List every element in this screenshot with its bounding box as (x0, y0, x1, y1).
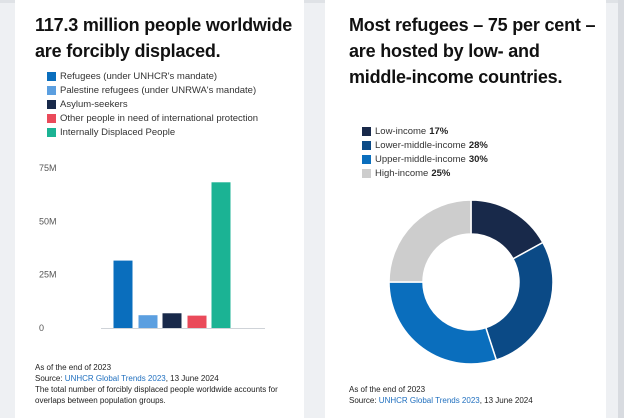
legend-item-high-income: High-income 25% (362, 166, 488, 180)
legend-swatch (362, 140, 371, 150)
legend-label: Lower-middle-income (375, 139, 466, 151)
source-link[interactable]: UNHCR Global Trends 2023 (378, 396, 480, 405)
bar-internally-displaced-people[interactable] (211, 182, 231, 328)
legend-label: Palestine refugees (under UNRWA's mandat… (60, 84, 257, 96)
donut-slice-high-income[interactable] (388, 199, 472, 283)
displacement-card: 117.3 million people worldwide are forci… (15, 0, 304, 418)
legend-item-lower-middle-income: Lower-middle-income 28% (362, 138, 488, 152)
legend-swatch (362, 168, 371, 178)
host-countries-donut-chart (388, 199, 554, 365)
bar-other-people-in-need-of-international-protection[interactable] (187, 315, 207, 328)
legend-label: Upper-middle-income (375, 153, 466, 165)
y-tick-label: 50M (39, 216, 57, 226)
legend-label: Asylum-seekers (60, 98, 128, 110)
legend-swatch (47, 85, 56, 95)
donut-slice-lower-middle-income[interactable] (484, 241, 554, 361)
footer-source: Source: UNHCR Global Trends 2023, 13 Jun… (349, 395, 603, 406)
displacement-card-footer: As of the end of 2023 Source: UNHCR Glob… (35, 362, 297, 406)
legend-swatch (362, 126, 371, 136)
footer-note: The total number of forcibly displaced p… (35, 385, 278, 405)
legend-swatch (47, 113, 56, 123)
host-countries-card-title: Most refugees – 75 per cent – are hosted… (349, 15, 596, 87)
legend-value: 17% (429, 125, 449, 137)
source-prefix: Source: (349, 396, 379, 405)
scrollbar-track[interactable] (618, 0, 624, 418)
legend-item-low-income: Low-income 17% (362, 124, 488, 138)
legend-swatch (47, 127, 56, 137)
legend-value: 30% (468, 153, 488, 165)
legend-swatch (47, 99, 56, 109)
donut-chart-legend: Low-income 17% Lower-middle-income 28% Upper… (362, 124, 488, 180)
legend-value: 28% (468, 139, 488, 151)
footer-source: Source: UNHCR Global Trends 2023, 13 Jun… (35, 373, 297, 384)
legend-item-palestine-refugees-under-unrwa-s-mandate: Palestine refugees (under UNRWA's mandat… (47, 83, 258, 97)
legend-label: Internally Displaced People (60, 126, 176, 138)
footer-date: As of the end of 2023 (35, 363, 112, 372)
bar-chart-legend: Refugees (under UNHCR's mandate) Palestin… (47, 69, 258, 139)
legend-item-internally-displaced-people: Internally Displaced People (47, 125, 258, 139)
legend-item-asylum-seekers: Asylum-seekers (47, 97, 258, 111)
window-top-edge (0, 0, 624, 3)
legend-value: 25% (431, 167, 451, 179)
legend-item-refugees-under-unhcr-s-mandate: Refugees (under UNHCR's mandate) (47, 69, 258, 83)
footer-date: As of the end of 2023 (349, 385, 426, 394)
displacement-bar-chart: 0 25M 50M 75M (39, 163, 265, 333)
bar-refugees-under-unhcr-s-mandate[interactable] (113, 260, 133, 328)
y-tick-label: 75M (39, 163, 57, 173)
bar-palestine-refugees-under-unrwa-s-mandate[interactable] (138, 315, 158, 328)
y-tick-label: 25M (39, 270, 57, 280)
host-countries-card-footer: As of the end of 2023 Source: UNHCR Glob… (349, 384, 603, 406)
legend-label: Other people in need of international pr… (60, 112, 259, 124)
bar-asylum-seekers[interactable] (162, 313, 182, 328)
source-link[interactable]: UNHCR Global Trends 2023 (64, 374, 166, 383)
legend-label: Low-income (375, 125, 427, 137)
legend-label: High-income (375, 167, 429, 179)
donut-slice-upper-middle-income[interactable] (388, 281, 498, 365)
legend-swatch (47, 71, 56, 81)
host-countries-card: Most refugees – 75 per cent – are hosted… (325, 0, 606, 418)
source-date: , 13 June 2024 (165, 374, 219, 383)
y-tick-label: 0 (39, 323, 44, 333)
displacement-card-title: 117.3 million people worldwide are forci… (35, 15, 293, 61)
source-date: , 13 June 2024 (479, 396, 533, 405)
legend-item-other-people-in-need-of-international-protection: Other people in need of international pr… (47, 111, 258, 125)
legend-swatch (362, 154, 371, 164)
legend-item-upper-middle-income: Upper-middle-income 30% (362, 152, 488, 166)
legend-label: Refugees (under UNHCR's mandate) (60, 70, 218, 82)
source-prefix: Source: (35, 374, 65, 383)
